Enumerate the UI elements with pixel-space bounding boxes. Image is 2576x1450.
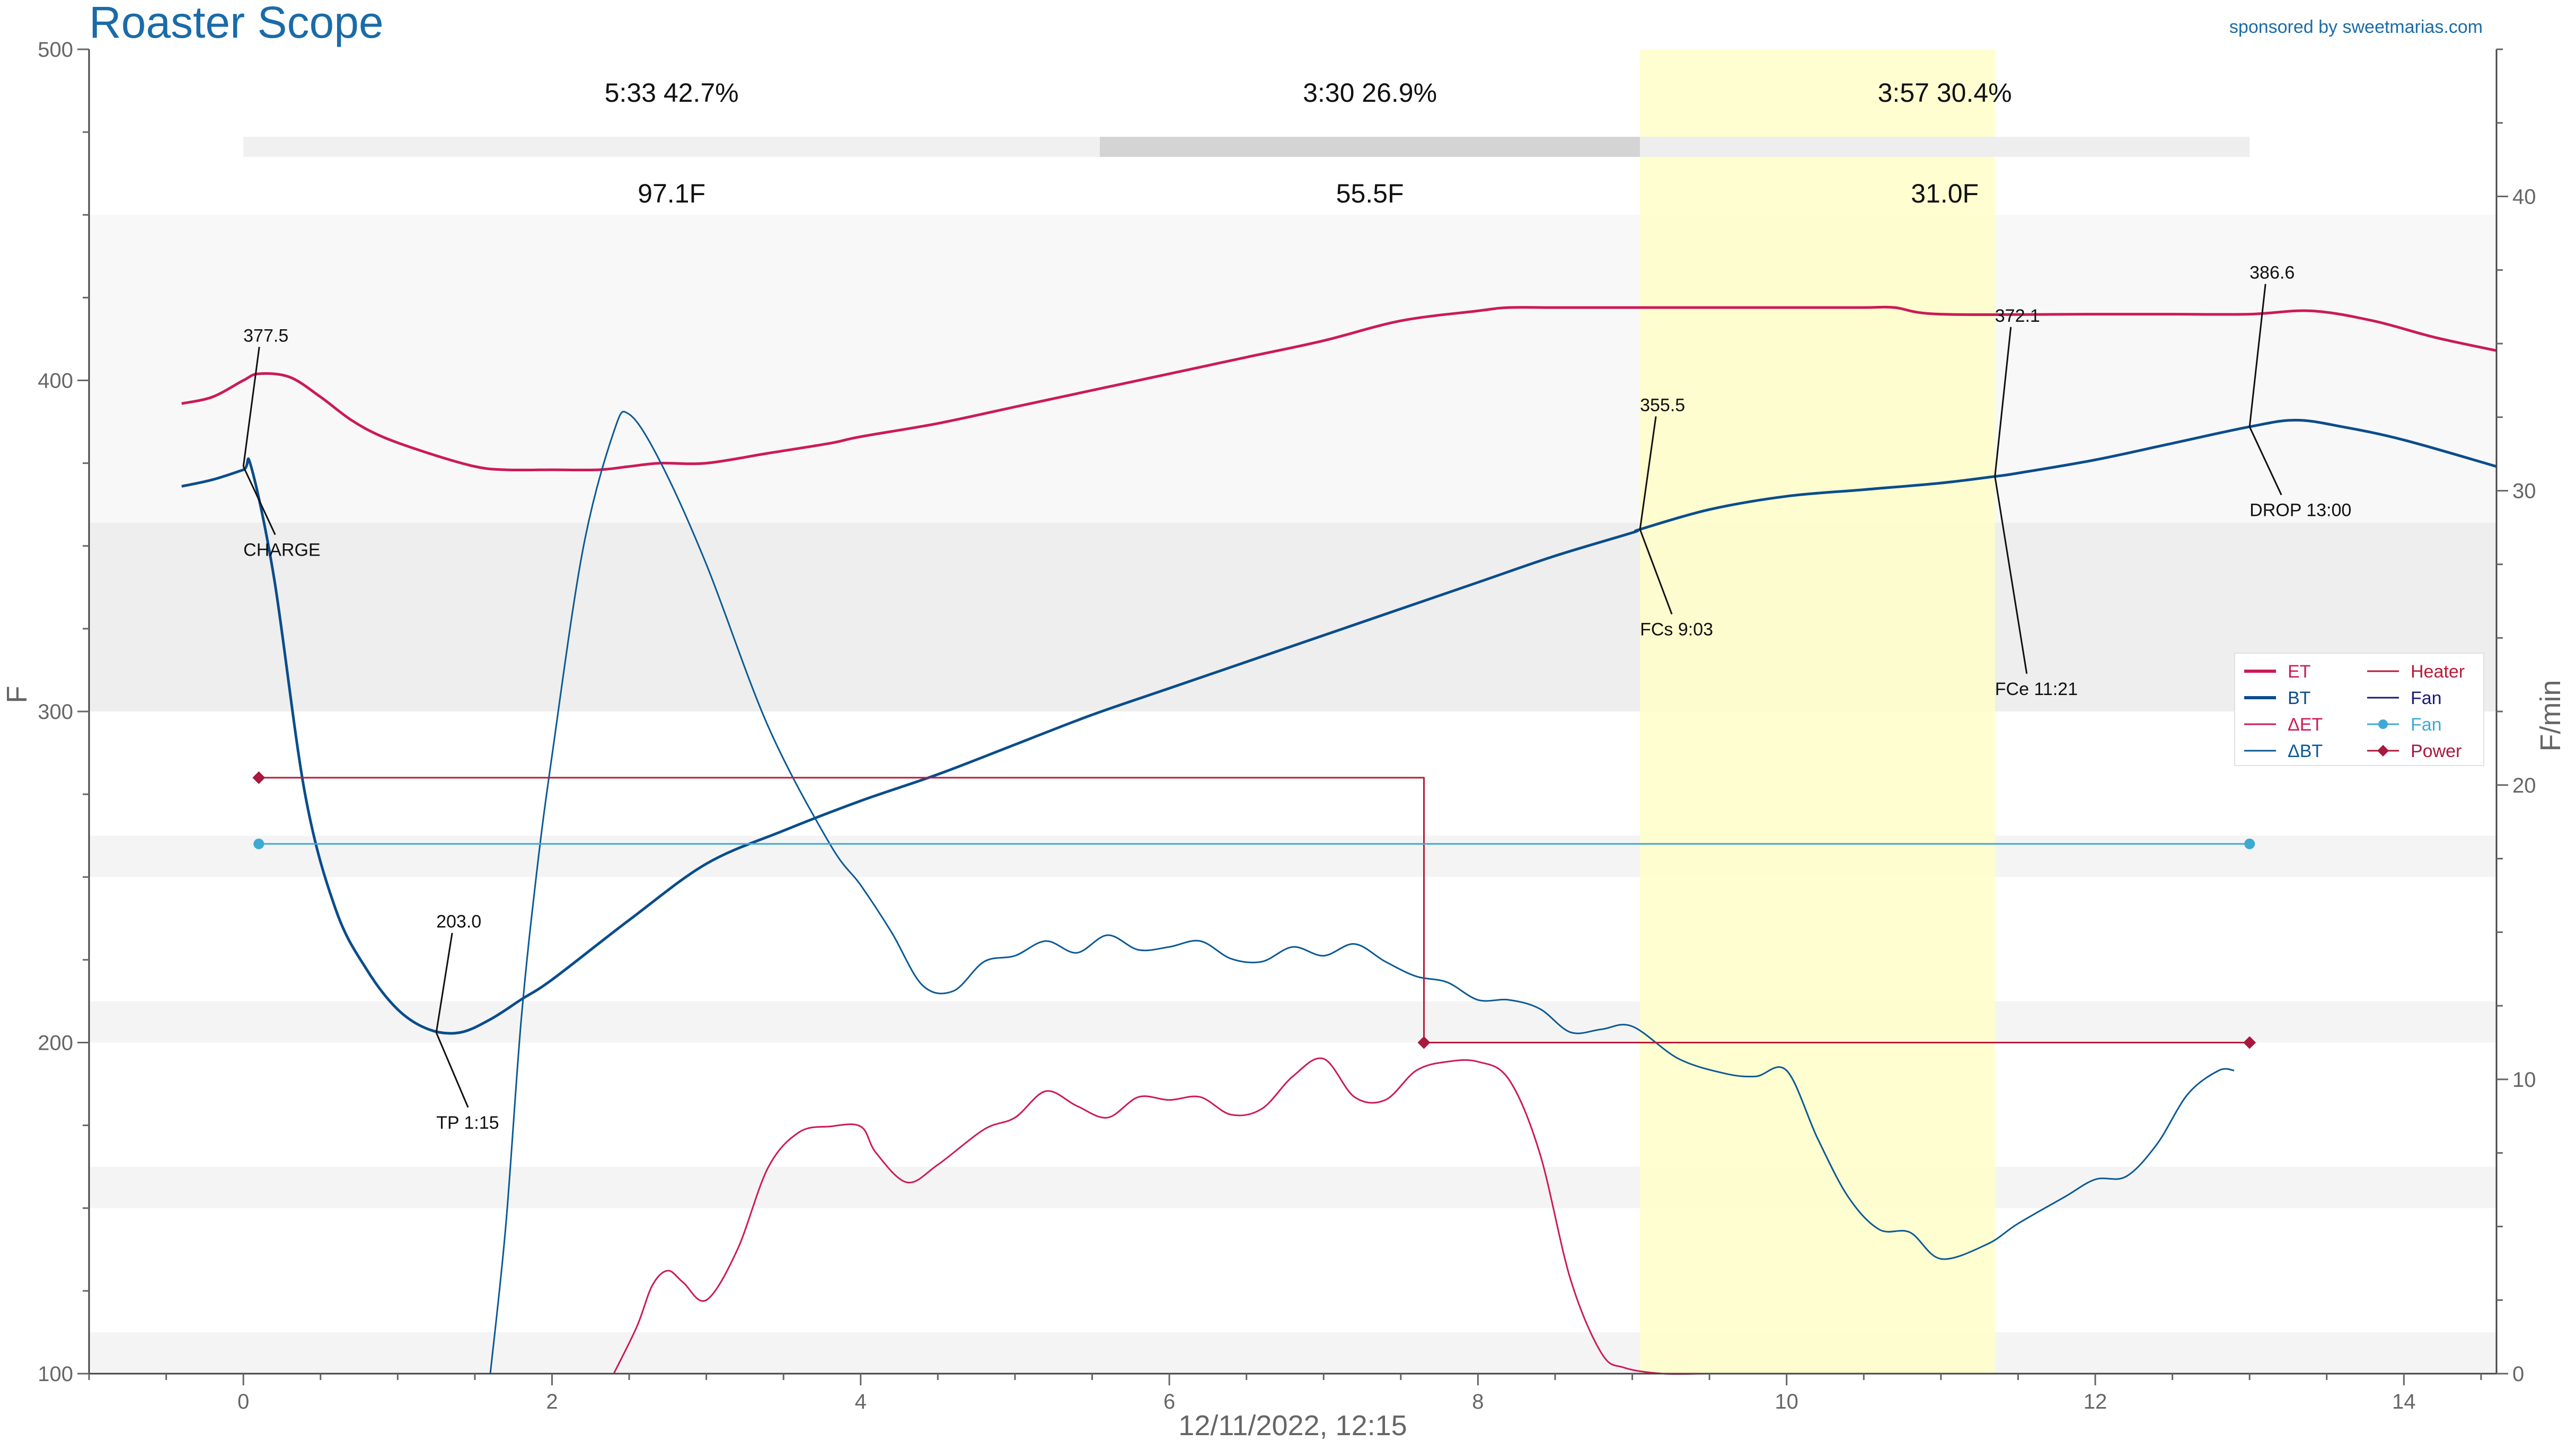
phase-bar-segment	[1100, 137, 1640, 157]
event-value-label: 355.5	[1640, 395, 1685, 415]
event-value-label: 377.5	[243, 326, 288, 346]
phase-time-label: 3:57 30.4%	[1878, 78, 2012, 108]
legend-label: BT	[2288, 688, 2310, 708]
y2-tick-label: 0	[2512, 1363, 2524, 1386]
phase-delta-label: 97.1F	[638, 179, 705, 208]
legend-box	[2234, 653, 2484, 766]
y2-tick-label: 20	[2512, 774, 2536, 797]
y2-tick-label: 10	[2512, 1068, 2536, 1092]
event-leader-bottom	[1994, 476, 2028, 674]
band	[89, 1001, 2496, 1043]
event-value-label: 386.6	[2249, 263, 2295, 283]
legend-label: Fan	[2411, 688, 2442, 708]
event-value-label: 372.1	[1995, 306, 2040, 326]
phase-time-label: 3:30 26.9%	[1303, 78, 1437, 108]
y-axis-label: F	[1, 686, 33, 704]
legend-label: Fan	[2411, 715, 2442, 735]
y-tick-label: 400	[38, 370, 73, 393]
event-leader-bottom	[242, 466, 276, 535]
event-name-label: FCe 11:21	[1995, 679, 2078, 699]
y2-axis-label: F/min	[2535, 680, 2566, 752]
x-tick-label: 10	[1775, 1390, 1798, 1413]
app-title: Roaster Scope	[89, 0, 384, 47]
x-tick-label: 2	[546, 1390, 558, 1413]
y-tick-label: 100	[38, 1363, 73, 1386]
band-mid	[89, 523, 2496, 711]
power-point	[1417, 1036, 1431, 1049]
x-axis-label: 12/11/2022, 12:15	[1178, 1410, 1407, 1442]
x-tick-label: 0	[237, 1390, 249, 1413]
legend-label: Power	[2411, 741, 2462, 761]
legend-label: ET	[2288, 662, 2310, 682]
band	[89, 1166, 2496, 1208]
background-bands	[89, 49, 2496, 1374]
event-leader-top	[1639, 416, 1657, 530]
power-point	[252, 771, 266, 784]
legend-label: ΔBT	[2288, 741, 2323, 761]
event-leader-bottom	[435, 1032, 469, 1108]
fan-point	[253, 838, 264, 849]
x-tick-label: 6	[1163, 1390, 1175, 1413]
event-name-label: FCs 9:03	[1640, 619, 1713, 639]
legend-label: ΔET	[2288, 715, 2323, 735]
events-layer: 377.5 CHARGE 203.0 TP 1:15 355.5 FCs 9:03 372.…	[242, 263, 2351, 1133]
phase-bar-segment	[243, 137, 1100, 157]
sponsor-link[interactable]: sponsored by sweetmarias.com	[2229, 17, 2483, 37]
axes-layer: 0 2 4 6 8 10 12 14 100 200 300 400 500 0 10 20 30 40	[38, 38, 2536, 1413]
event-name-label: CHARGE	[243, 540, 320, 560]
phase-bar-area: 5:33 42.7% 97.1F 3:30 26.9% 55.5F 3:57 30.4%…	[243, 78, 2250, 208]
fan-point	[2244, 838, 2255, 849]
series-et	[181, 305, 2497, 472]
y-tick-label: 300	[38, 700, 73, 724]
series-bt	[181, 418, 2497, 1035]
series-layer	[181, 305, 2497, 1375]
phase-bar-segment	[1640, 137, 2250, 157]
event-leader-top	[2248, 284, 2266, 427]
band	[89, 836, 2496, 877]
event-name-label: DROP 13:00	[2249, 500, 2351, 521]
x-tick-label: 4	[855, 1390, 867, 1413]
y2-tick-label: 30	[2512, 480, 2536, 503]
event-leader-top	[1994, 327, 2012, 477]
event-name-label: TP 1:15	[436, 1113, 499, 1133]
event-leader-bottom	[2248, 426, 2282, 496]
legend-label: Heater	[2411, 662, 2465, 682]
y2-tick-label: 40	[2512, 186, 2536, 209]
y-tick-label: 500	[38, 38, 73, 61]
event-leader-top	[242, 347, 260, 467]
x-tick-label: 12	[2084, 1390, 2107, 1413]
first-crack-band	[1640, 49, 1995, 1374]
legend-swatch-dot	[2378, 719, 2388, 729]
power-point	[2243, 1036, 2256, 1049]
event-leader-bottom	[1639, 529, 1673, 614]
series-heater	[259, 777, 2250, 1043]
phase-delta-label: 31.0F	[1911, 179, 1979, 208]
markers-layer	[252, 771, 2256, 1049]
series-delta-bt	[489, 411, 2235, 1374]
x-tick-label: 8	[1472, 1390, 1484, 1413]
band-upper	[89, 215, 2496, 523]
event-leader-top	[435, 933, 453, 1033]
phase-time-label: 5:33 42.7%	[605, 78, 739, 108]
legend: ET BT ΔET ΔBT Heater Fan Fan Power	[2234, 653, 2484, 766]
event-value-label: 203.0	[436, 912, 481, 932]
y-tick-label: 200	[38, 1032, 73, 1055]
legend-swatch-diamond	[2377, 745, 2389, 757]
phase-delta-label: 55.5F	[1336, 179, 1404, 208]
x-tick-label: 14	[2392, 1390, 2416, 1413]
band	[89, 1332, 2496, 1374]
